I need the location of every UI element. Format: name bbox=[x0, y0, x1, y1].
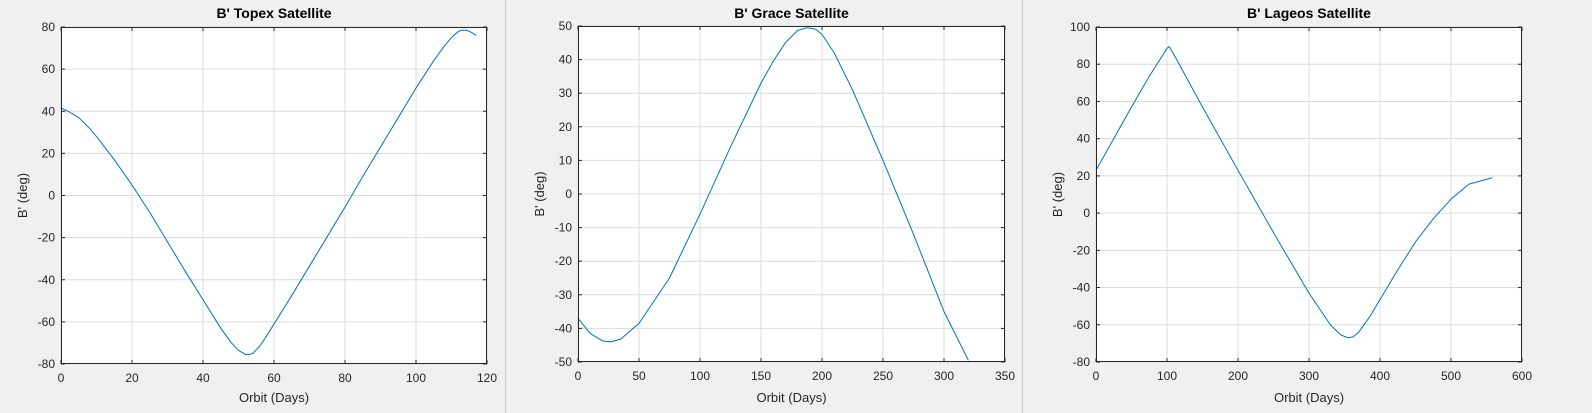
y-tick-label: -40 bbox=[38, 273, 56, 287]
y-tick-label: -80 bbox=[1073, 355, 1091, 369]
x-tick-label: 120 bbox=[477, 371, 497, 385]
y-tick-label: -20 bbox=[1073, 243, 1091, 257]
x-tick-label: 600 bbox=[1512, 369, 1532, 383]
series-line bbox=[1095, 46, 1493, 339]
x-tick-label: 0 bbox=[1093, 369, 1100, 383]
y-tick-label: 80 bbox=[42, 20, 56, 34]
x-tick-label: 300 bbox=[1299, 369, 1319, 383]
x-tick-label: 400 bbox=[1370, 369, 1390, 383]
chart-svg-topex: 0 20 40 60 80 100 120 80 60 40 20 0 -20 -40 -60 -80 B' T… bbox=[15, 5, 497, 405]
y-axis-label: B' (deg) bbox=[532, 171, 547, 216]
chart-svg-lageos: 0 100 200 300 400 500 600100806040200-20-40-60… bbox=[1050, 5, 1532, 405]
y-tick-label: 20 bbox=[1077, 169, 1091, 183]
x-axis-label: Orbit (Days) bbox=[239, 390, 309, 405]
x-tick-label: 80 bbox=[338, 371, 352, 385]
x-tick-label: 300 bbox=[934, 369, 954, 383]
x-tick-label: 0 bbox=[575, 369, 582, 383]
chart-title: B' Grace Satellite bbox=[734, 5, 849, 21]
y-tick-label: -20 bbox=[38, 231, 56, 245]
x-tick-label: 200 bbox=[1228, 369, 1248, 383]
x-tick-label: 350 bbox=[995, 369, 1015, 383]
y-axis-label: B' (deg) bbox=[15, 173, 30, 218]
y-tick-label: 20 bbox=[42, 146, 56, 160]
x-tick-label: 50 bbox=[632, 369, 646, 383]
panel-divider-2 bbox=[1022, 0, 1023, 413]
y-tick-label: 0 bbox=[565, 187, 572, 201]
x-tick-label: 200 bbox=[812, 369, 832, 383]
x-axis-label: Orbit (Days) bbox=[756, 390, 826, 405]
y-tick-label: -60 bbox=[1073, 318, 1091, 332]
x-axis-label: Orbit (Days) bbox=[1274, 390, 1344, 405]
y-tick-label: -40 bbox=[555, 321, 573, 335]
y-tick-label: 40 bbox=[42, 104, 56, 118]
y-tick-label: 50 bbox=[559, 19, 573, 33]
chart-title: B' Topex Satellite bbox=[216, 5, 331, 21]
chart-panel-topex: 0 20 40 60 80 100 120 80 60 40 20 0 -20 -40 -60 -80 B' T… bbox=[0, 0, 505, 413]
y-tick-label: 0 bbox=[48, 189, 55, 203]
chart-panel-lageos: 0 100 200 300 400 500 600 100 80 60 40 20 0 -20 -40 -60… bbox=[1023, 0, 1592, 413]
chart-svg-grace: 0 50 100 150 200 250 300 35050403020100-10-20-3… bbox=[532, 5, 1015, 405]
panel-divider-1 bbox=[505, 0, 506, 413]
y-tick-label: 0 bbox=[1083, 206, 1090, 220]
series-line bbox=[577, 27, 969, 361]
x-tick-label: 60 bbox=[267, 371, 281, 385]
y-tick-label: 100 bbox=[1070, 20, 1090, 34]
y-axis-label: B' (deg) bbox=[1050, 172, 1065, 217]
series-line bbox=[60, 29, 477, 356]
x-tick-label: 20 bbox=[125, 371, 139, 385]
x-tick-label: 500 bbox=[1441, 369, 1461, 383]
chart-title: B' Lageos Satellite bbox=[1247, 5, 1371, 21]
y-tick-label: 10 bbox=[559, 153, 573, 167]
y-tick-label: 20 bbox=[559, 120, 573, 134]
y-tick-label: -60 bbox=[38, 315, 56, 329]
x-tick-label: 150 bbox=[751, 369, 771, 383]
y-tick-label: 60 bbox=[1077, 94, 1091, 108]
y-tick-label: 80 bbox=[1077, 57, 1091, 71]
y-tick-label: 60 bbox=[42, 62, 56, 76]
x-tick-label: 100 bbox=[690, 369, 710, 383]
y-tick-label: 30 bbox=[559, 86, 573, 100]
y-tick-label: -10 bbox=[555, 221, 573, 235]
y-tick-label: -50 bbox=[555, 355, 573, 369]
chart-panel-grace: 0 50 100 150 200 250 300 350 50 40 30 20 10 0 -10 -20 -3… bbox=[506, 0, 1022, 413]
x-tick-label: 250 bbox=[873, 369, 893, 383]
y-tick-label: 40 bbox=[1077, 132, 1091, 146]
y-tick-label: -80 bbox=[38, 357, 56, 371]
y-tick-label: -20 bbox=[555, 254, 573, 268]
x-tick-label: 100 bbox=[1157, 369, 1177, 383]
x-tick-label: 40 bbox=[196, 371, 210, 385]
x-tick-label: 100 bbox=[406, 371, 426, 385]
x-tick-label: 0 bbox=[58, 371, 65, 385]
y-tick-label: -30 bbox=[555, 288, 573, 302]
y-tick-label: 40 bbox=[559, 53, 573, 67]
y-tick-label: -40 bbox=[1073, 281, 1091, 295]
